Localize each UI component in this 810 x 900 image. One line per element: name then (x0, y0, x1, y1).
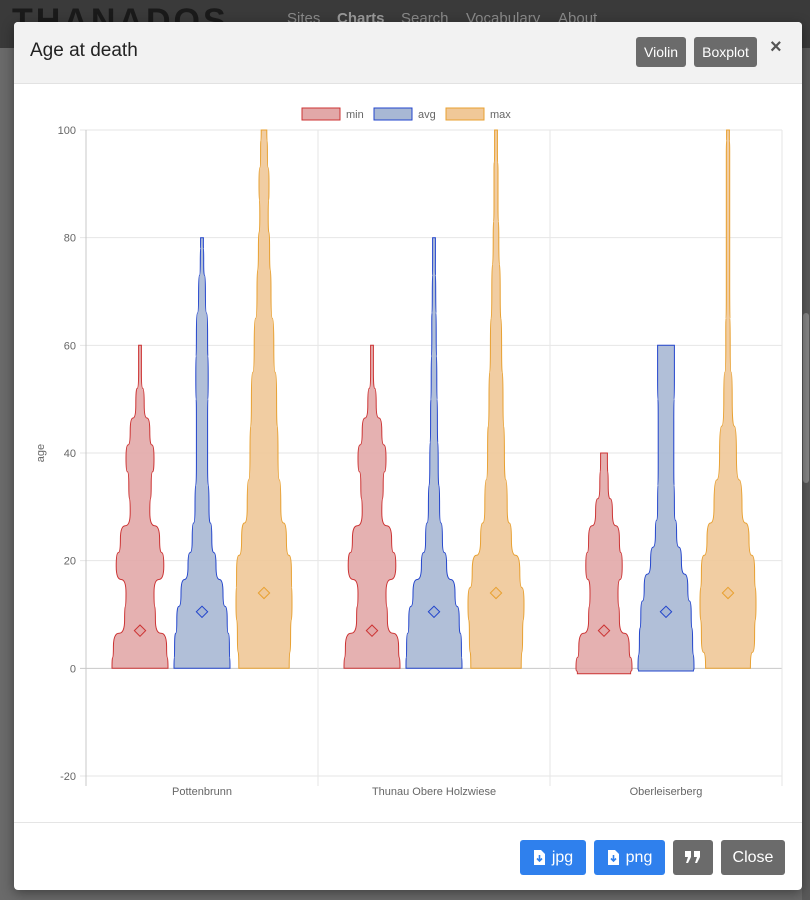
violin-avg (637, 344, 695, 672)
y-tick-label: -20 (60, 771, 76, 783)
y-tick-label: 60 (64, 340, 76, 352)
violin-max (467, 129, 525, 669)
y-tick-label: 40 (64, 448, 76, 460)
y-tick-label: 20 (64, 556, 76, 568)
mean-marker-max (489, 586, 503, 600)
legend-swatch (373, 107, 413, 121)
page-scrollbar-thumb[interactable] (803, 313, 809, 483)
violin-avg (405, 237, 463, 669)
file-download-icon (533, 850, 545, 865)
download-jpg-label: jpg (551, 849, 574, 866)
close-button[interactable]: Close (721, 840, 785, 875)
mean-marker-min (365, 624, 379, 638)
download-png-label: png (625, 849, 653, 866)
violin-button[interactable]: Violin (636, 37, 686, 67)
x-tick-label: Oberleiserberg (630, 786, 703, 798)
y-tick-label: 0 (70, 663, 76, 675)
mean-marker-min (597, 624, 611, 638)
x-tick-label: Thunau Obere Holzwiese (372, 786, 496, 798)
modal-footer: jpg png Close (14, 822, 802, 890)
modal-header: Age at death Violin Boxplot × (14, 22, 802, 84)
mean-marker-avg (427, 605, 441, 619)
age-at-death-modal: Age at death Violin Boxplot × -20 0 20 40 60… (14, 22, 802, 890)
violin-min (343, 344, 401, 669)
file-download-icon (607, 850, 619, 865)
violin-max (699, 129, 757, 669)
modal-title: Age at death (30, 40, 138, 61)
mean-marker-avg (659, 605, 673, 619)
cite-button[interactable] (673, 840, 713, 875)
y-tick-label: 80 (64, 233, 76, 245)
mean-marker-avg (195, 605, 209, 619)
mean-marker-min (133, 624, 147, 638)
violin-max (235, 129, 293, 669)
legend-label: avg (418, 109, 436, 121)
y-axis-title: age (35, 444, 47, 462)
violin-min (575, 452, 633, 675)
legend-swatch (445, 107, 485, 121)
legend-label: min (346, 109, 364, 121)
legend-swatch (301, 107, 341, 121)
boxplot-button[interactable]: Boxplot (694, 37, 757, 67)
legend-label: max (490, 109, 511, 121)
mean-marker-max (257, 586, 271, 600)
x-tick-label: Pottenbrunn (172, 786, 232, 798)
violin-chart: -20 0 20 40 60 80 100 age Pottenbrunn Thunau Ober… (35, 107, 783, 798)
mean-marker-max (721, 586, 735, 600)
violin-avg (173, 237, 231, 669)
violin-chart-area: -20 0 20 40 60 80 100 age Pottenbrunn Thunau Ober… (14, 84, 802, 822)
page-scrollbar[interactable] (802, 48, 810, 900)
quote-icon (685, 851, 700, 863)
violin-min (111, 344, 169, 669)
download-jpg-button[interactable]: jpg (520, 840, 586, 875)
download-png-button[interactable]: png (594, 840, 665, 875)
close-x-icon[interactable]: × (770, 36, 782, 58)
y-tick-label: 100 (58, 125, 76, 137)
